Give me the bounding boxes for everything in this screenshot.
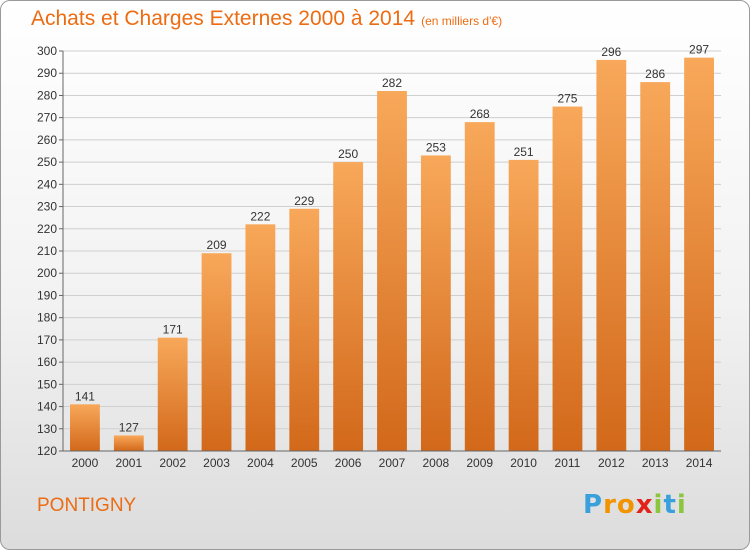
y-tick-label: 130 (37, 422, 57, 436)
bar-2003 (201, 253, 232, 451)
bar-2000 (70, 404, 100, 451)
bar-2001 (113, 435, 144, 451)
bars (70, 57, 714, 452)
bar-2008 (420, 155, 451, 451)
y-tick-label: 180 (37, 311, 57, 325)
data-label-2002: 171 (163, 323, 183, 337)
title-text: Achats et Charges Externes 2000 à 2014 (31, 7, 416, 30)
y-tick-label: 250 (37, 155, 57, 169)
y-tick-label: 210 (37, 244, 57, 258)
x-tick-label: 2014 (686, 456, 713, 470)
logo-letter: o (616, 490, 636, 520)
y-tick-label: 200 (37, 266, 57, 280)
y-tick-label: 140 (37, 400, 57, 414)
bar-2013 (640, 82, 671, 451)
data-label-2010: 251 (514, 145, 534, 159)
y-tick-label: 170 (37, 333, 57, 347)
data-label-2005: 229 (294, 194, 314, 208)
x-tick-label: 2008 (423, 456, 450, 470)
data-label-2008: 253 (426, 140, 446, 154)
chart-title: Achats et Charges Externes 2000 à 2014 (e… (31, 7, 502, 31)
bar-2006 (333, 162, 364, 451)
y-tick-label: 220 (37, 222, 57, 236)
proxiti-logo: Proxiti (583, 490, 687, 520)
x-tick-label: 2010 (510, 456, 537, 470)
subtitle-text: (en milliers d'€) (421, 14, 503, 28)
x-tick-label: 2006 (335, 456, 362, 470)
data-label-2009: 268 (470, 107, 490, 121)
data-label-2013: 286 (645, 67, 665, 81)
bar-2012 (596, 59, 627, 452)
y-tick-label: 240 (37, 177, 57, 191)
y-tick-label: 150 (37, 377, 57, 391)
x-tick-label: 2001 (115, 456, 142, 470)
data-label-2004: 222 (250, 209, 270, 223)
data-label-2011: 275 (557, 92, 577, 106)
bar-2005 (289, 208, 320, 451)
bar-2007 (377, 91, 407, 451)
data-labels: 141 127 171 209 222 229 250 282 253 268 251 275 296 2… (75, 43, 709, 435)
y-tick-label: 270 (37, 111, 57, 125)
x-tick-label: 2004 (247, 456, 274, 470)
bar-2004 (245, 224, 276, 451)
y-tick-label: 290 (37, 66, 57, 80)
x-tick-label: 2002 (159, 456, 186, 470)
data-label-2001: 127 (119, 420, 139, 434)
data-label-2007: 282 (382, 76, 402, 90)
x-tick-label: 2007 (379, 456, 406, 470)
x-tick-label: 2013 (642, 456, 669, 470)
logo-letter: x (635, 490, 654, 520)
x-tick-label: 2012 (598, 456, 625, 470)
y-tick-label: 160 (37, 355, 57, 369)
y-tick-label: 280 (37, 88, 57, 102)
x-tick-label: 2011 (555, 456, 581, 470)
bar-2010 (508, 159, 539, 451)
y-tick-label: 190 (37, 288, 57, 302)
x-axis: 2000 2001 2002 2003 2004 2005 2006 2007 2008 2009… (63, 450, 721, 470)
x-tick-label: 2005 (291, 456, 318, 470)
data-label-2000: 141 (75, 389, 95, 403)
y-tick-label: 230 (37, 200, 57, 214)
data-label-2006: 250 (338, 147, 358, 161)
x-tick-label: 2000 (72, 456, 99, 470)
place-name: PONTIGNY (37, 495, 137, 516)
y-axis: 120 130 140 150 160 170 180 190 200 210 220 230 240 2… (37, 44, 64, 458)
logo-letter: r (603, 490, 617, 520)
y-tick-label: 300 (37, 44, 57, 58)
y-tick-label: 260 (37, 133, 57, 147)
data-label-2012: 296 (601, 45, 621, 59)
data-label-2003: 209 (207, 238, 227, 252)
logo-letter: i (653, 490, 664, 520)
y-tick-label: 120 (37, 444, 57, 458)
logo-letter: P (583, 490, 604, 520)
x-tick-label: 2009 (466, 456, 493, 470)
data-label-2014: 297 (689, 43, 709, 57)
bar-2002 (157, 337, 188, 451)
bar-2011 (552, 106, 583, 452)
bar-2009 (464, 122, 495, 451)
logo-letter: t (663, 490, 677, 520)
x-tick-label: 2003 (203, 456, 230, 470)
logo-letter: i (676, 490, 687, 520)
bar-2014 (684, 57, 714, 452)
